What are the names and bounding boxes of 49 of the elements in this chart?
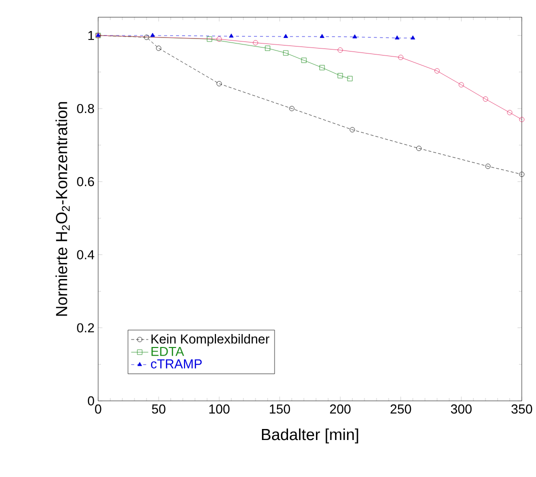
point: [301, 58, 307, 63]
x-tick-label: 300: [450, 404, 472, 414]
y-tick-label: 0.2: [77, 323, 94, 332]
point: [485, 164, 491, 169]
point: [519, 172, 524, 177]
point: [458, 82, 464, 88]
point: [507, 110, 512, 116]
point: [252, 40, 258, 46]
y-tick-label: 0: [88, 396, 94, 406]
x-tick-label: 100: [209, 404, 230, 414]
legend-label: Kein Komplexbildner: [152, 334, 270, 346]
y-axis-title: Normierte H$_{2}$O$_{2}$-Konzentration: [56, 102, 70, 316]
point: [156, 46, 162, 51]
point: [398, 54, 404, 60]
point: [350, 127, 355, 132]
x-tick-label: 350: [511, 404, 532, 414]
point: [347, 76, 353, 82]
y-tick-label: 0.8: [77, 104, 94, 114]
x-tick-label: 50: [152, 404, 166, 414]
point: [289, 106, 294, 112]
point: [206, 36, 212, 42]
point: [338, 47, 343, 53]
x-tick-label: 0: [95, 404, 102, 414]
x-tick-label: 250: [390, 404, 412, 414]
point: [216, 81, 222, 86]
point: [216, 36, 222, 42]
point: [482, 96, 488, 102]
y-tick-label: 1: [88, 30, 94, 40]
legend-label: EDTA: [152, 346, 184, 356]
x-tick-label: 200: [330, 404, 351, 414]
x-tick-label: 150: [270, 404, 290, 414]
point: [394, 35, 400, 40]
point: [283, 34, 288, 38]
point: [434, 68, 440, 74]
point: [416, 146, 422, 151]
point: [410, 35, 416, 40]
y-tick-label: 0.4: [77, 250, 94, 260]
point: [265, 46, 270, 51]
point: [150, 32, 155, 37]
point: [319, 65, 325, 70]
point: [338, 73, 343, 78]
point: [144, 34, 150, 40]
y-tick-label: 0.6: [77, 177, 94, 186]
point: [229, 34, 234, 38]
point: [352, 34, 358, 38]
point: [320, 34, 324, 38]
point: [283, 50, 288, 56]
x-axis-title: Badalter [min]: [262, 428, 358, 444]
legend-label: cTRAMP: [150, 359, 202, 368]
